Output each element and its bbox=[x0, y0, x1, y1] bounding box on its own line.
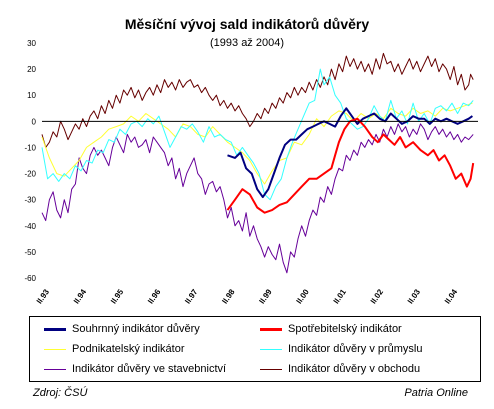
legend-label: Indikátor důvěry ve stavebnictví bbox=[72, 363, 227, 375]
series-layer bbox=[41, 52, 475, 274]
x-tick-label: II.00 bbox=[295, 287, 312, 305]
y-tick-label: 30 bbox=[27, 39, 36, 48]
x-tick-label: II.96 bbox=[146, 287, 163, 305]
x-tick-label: II.93 bbox=[35, 287, 52, 305]
x-tick-label: II.95 bbox=[109, 287, 126, 305]
series-line-2 bbox=[41, 102, 473, 185]
x-tick-label: II.94 bbox=[72, 287, 89, 305]
legend-swatch bbox=[260, 368, 282, 370]
legend-swatch bbox=[260, 327, 282, 331]
legend-item-souhrnny: Souhrnný indikátor důvěry bbox=[44, 321, 200, 337]
source-note: Zdroj: ČSÚ bbox=[33, 387, 88, 399]
legend-label: Podnikatelský indikátor bbox=[72, 343, 185, 355]
y-tick-label: -40 bbox=[24, 222, 36, 231]
legend-item-prumysl: Indikátor důvěry v průmyslu bbox=[260, 341, 423, 357]
legend-label: Souhrnný indikátor důvěry bbox=[72, 323, 200, 335]
y-tick-label: -10 bbox=[24, 143, 36, 152]
legend-label: Indikátor důvěry v obchodu bbox=[288, 363, 421, 375]
legend-item-obchod: Indikátor důvěry v obchodu bbox=[260, 361, 420, 377]
y-tick-label: 0 bbox=[32, 117, 37, 126]
legend: Souhrnný indikátor důvěry Spotřebitelský… bbox=[29, 316, 481, 382]
x-tick-label: II.01 bbox=[332, 287, 349, 305]
legend-item-spotrebitelsky: Spotřebitelský indikátor bbox=[260, 321, 402, 337]
legend-label: Spotřebitelský indikátor bbox=[288, 323, 402, 335]
series-line-4 bbox=[41, 123, 474, 274]
series-line-1 bbox=[226, 117, 475, 214]
y-tick-label: -50 bbox=[24, 248, 36, 257]
chart-title: Měsíční vývoj sald indikátorů důvěry bbox=[124, 16, 370, 32]
x-tick-label: II.98 bbox=[220, 287, 237, 305]
legend-item-stavebnictvi: Indikátor důvěry ve stavebnictví bbox=[44, 361, 226, 377]
x-tick-label: II.99 bbox=[257, 287, 274, 305]
legend-swatch bbox=[260, 348, 282, 350]
x-axis: II.93 II.94 II.95 II.96 II.97 II.98 II.99 II.00… bbox=[35, 287, 460, 305]
x-tick-label: II.02 bbox=[369, 287, 386, 305]
y-tick-label: -60 bbox=[24, 274, 36, 283]
legend-swatch bbox=[44, 368, 66, 370]
legend-swatch bbox=[44, 327, 66, 331]
y-tick-label: -20 bbox=[24, 170, 36, 179]
y-axis: 30 20 10 0 -10 -20 -30 -40 -50 -60 bbox=[24, 39, 36, 283]
series-line-0 bbox=[227, 107, 473, 199]
series-line-3 bbox=[41, 68, 474, 201]
chart-subtitle: (1993 až 2004) bbox=[210, 37, 284, 49]
legend-item-podnikatelsky: Podnikatelský indikátor bbox=[44, 341, 185, 357]
y-tick-label: -30 bbox=[24, 196, 36, 205]
y-tick-label: 20 bbox=[27, 65, 36, 74]
y-tick-label: 10 bbox=[27, 91, 36, 100]
x-tick-label: II.97 bbox=[183, 287, 200, 305]
x-tick-label: II.04 bbox=[443, 287, 460, 305]
x-tick-label: II.03 bbox=[406, 287, 423, 305]
author-note: Patria Online bbox=[404, 387, 468, 399]
series-line-5 bbox=[41, 52, 474, 148]
legend-swatch bbox=[44, 348, 66, 350]
legend-label: Indikátor důvěry v průmyslu bbox=[288, 343, 423, 355]
